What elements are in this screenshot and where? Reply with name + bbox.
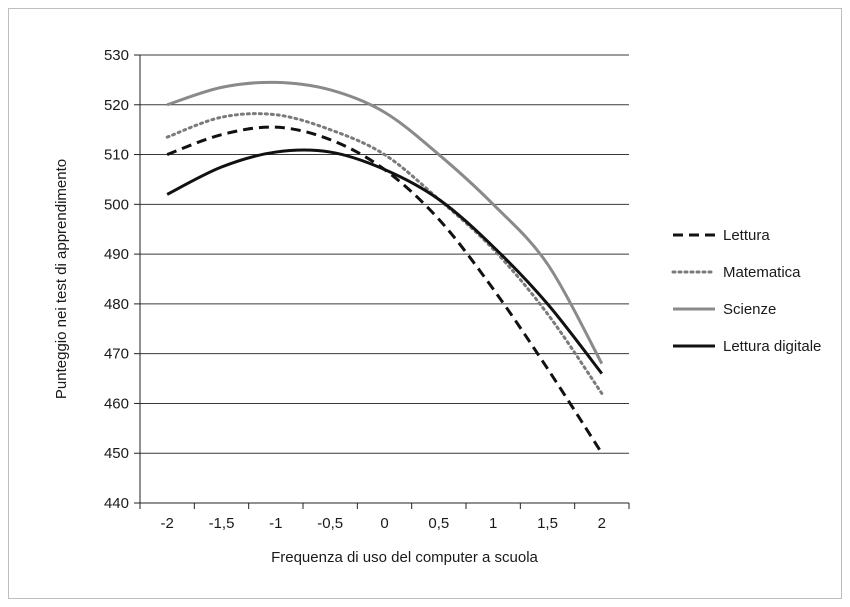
y-tick-label: 450 bbox=[104, 445, 129, 462]
y-tick-labels: 440 450 460 470 480 490 500 510 520 530 bbox=[104, 47, 129, 512]
x-tick-label: 0 bbox=[380, 515, 388, 532]
series-line-lettura bbox=[166, 125, 604, 455]
series-line-scienze bbox=[166, 80, 604, 365]
x-tick-label: -2 bbox=[160, 515, 173, 532]
x-tick-label: 0,5 bbox=[428, 515, 449, 532]
chart-frame: 440 450 460 470 480 490 500 510 520 530 -2 -1,5 -1-… bbox=[8, 8, 842, 599]
y-tick-label: 440 bbox=[104, 495, 129, 512]
y-tick-label: 490 bbox=[104, 246, 129, 263]
x-tick-label: 1,5 bbox=[537, 515, 558, 532]
series-line-lettura-digitale bbox=[166, 148, 604, 375]
legend-label: Scienze bbox=[723, 301, 776, 318]
y-tick-label: 520 bbox=[104, 97, 129, 114]
y-tick-label: 480 bbox=[104, 296, 129, 313]
x-tick-label: 1 bbox=[489, 515, 497, 532]
series-line-matematica bbox=[165, 112, 604, 395]
legend: Lettura Matematica Scienze Lettura digitale bbox=[671, 227, 821, 355]
axes bbox=[134, 54, 630, 509]
y-axis-label: Punteggio nei test di apprendimento bbox=[53, 159, 70, 399]
legend-label: Lettura digitale bbox=[723, 338, 821, 355]
x-tick-labels: -2 -1,5 -1 -0,5 0 0,5 1 1,5 2 bbox=[160, 515, 606, 532]
x-tick-label: -0,5 bbox=[317, 515, 343, 532]
x-tick-label: -1,5 bbox=[209, 515, 235, 532]
legend-label: Lettura bbox=[723, 227, 770, 244]
y-tick-label: 510 bbox=[104, 147, 129, 164]
y-tick-label: 500 bbox=[104, 196, 129, 213]
gridlines bbox=[140, 54, 629, 454]
y-tick-label: 530 bbox=[104, 47, 129, 64]
y-tick-label: 460 bbox=[104, 395, 129, 412]
legend-label: Matematica bbox=[723, 264, 801, 281]
y-tick-label: 470 bbox=[104, 346, 129, 363]
x-tick-label: 2 bbox=[598, 515, 606, 532]
x-tick-label: -1 bbox=[269, 515, 282, 532]
x-axis-label: Frequenza di uso del computer a scuola bbox=[271, 549, 538, 566]
series-lines bbox=[165, 80, 604, 455]
